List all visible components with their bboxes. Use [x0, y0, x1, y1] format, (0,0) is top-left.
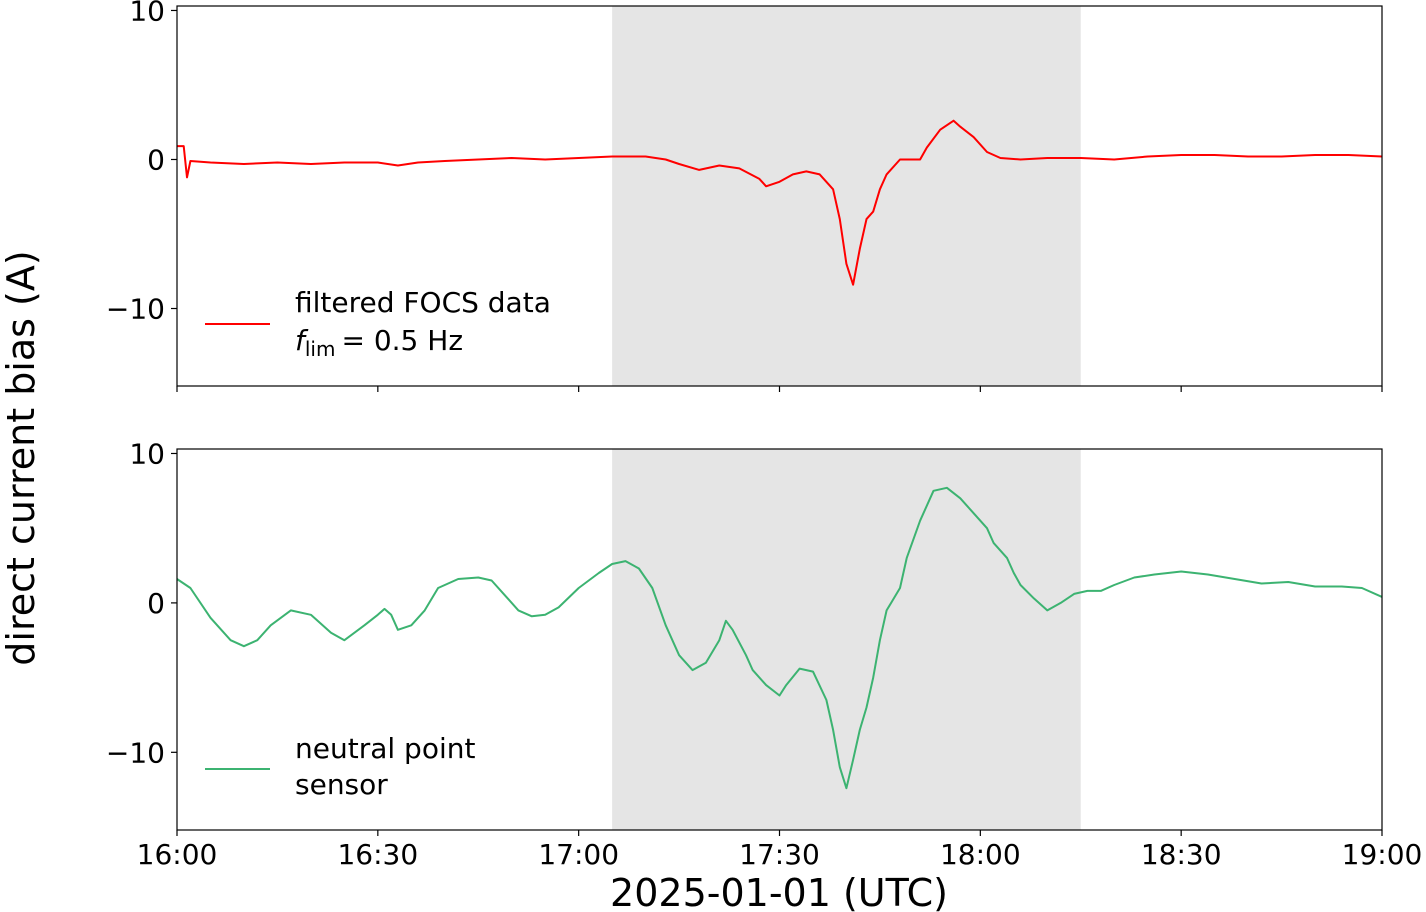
top-panel-frame — [176, 5, 1383, 387]
top-series-line-0 — [177, 119, 1383, 286]
x-axis-label: 2025-01-01 (UTC) — [610, 871, 948, 912]
bottom-legend-line1: neutral point — [295, 732, 475, 765]
bottom-y-tick-label-0: 10 — [129, 437, 165, 470]
bottom-x-tick-label-5: 18:30 — [1141, 838, 1222, 871]
top-y-tick-label-0: 10 — [129, 0, 165, 27]
top-y-tick-label-2: −10 — [106, 293, 165, 326]
top-panel: 10 0 −10 filtered FOCS data flim = 0.5 Hz — [106, 0, 1383, 392]
bottom-series-line-0 — [176, 486, 1383, 790]
bottom-x-tick-label-6: 19:00 — [1342, 838, 1423, 871]
bottom-panel: 16:00 16:30 17:00 17:30 18:00 18:30 19:00 10 0 −1… — [106, 437, 1422, 871]
bottom-x-tick-label-0: 16:00 — [137, 838, 218, 871]
bottom-x-tick-label-1: 16:30 — [337, 838, 418, 871]
bottom-y-tick-label-2: −10 — [106, 736, 165, 769]
bottom-legend-line2: sensor — [295, 768, 388, 801]
bottom-panel-legend: neutral point sensor — [205, 732, 475, 801]
bottom-x-tick-label-4: 18:00 — [940, 838, 1021, 871]
bottom-panel-shaded-interval — [612, 449, 1081, 830]
top-panel-legend: filtered FOCS data flim = 0.5 Hz — [205, 286, 551, 361]
top-panel-shaded-interval — [612, 6, 1081, 386]
y-axis-label: direct current bias (A) — [0, 250, 43, 665]
bottom-panel-frame — [176, 448, 1383, 831]
top-legend-line1: filtered FOCS data — [295, 286, 551, 319]
bottom-x-tick-label-2: 17:00 — [538, 838, 619, 871]
top-legend-line2: flim = 0.5 Hz — [295, 324, 463, 361]
bottom-y-tick-label-1: 0 — [147, 587, 165, 620]
top-legend-value: = 0.5 Hz — [341, 324, 463, 357]
top-legend-subscript: lim — [305, 337, 336, 361]
bottom-x-tick-label-3: 17:30 — [739, 838, 820, 871]
top-y-tick-label-1: 0 — [147, 143, 165, 176]
